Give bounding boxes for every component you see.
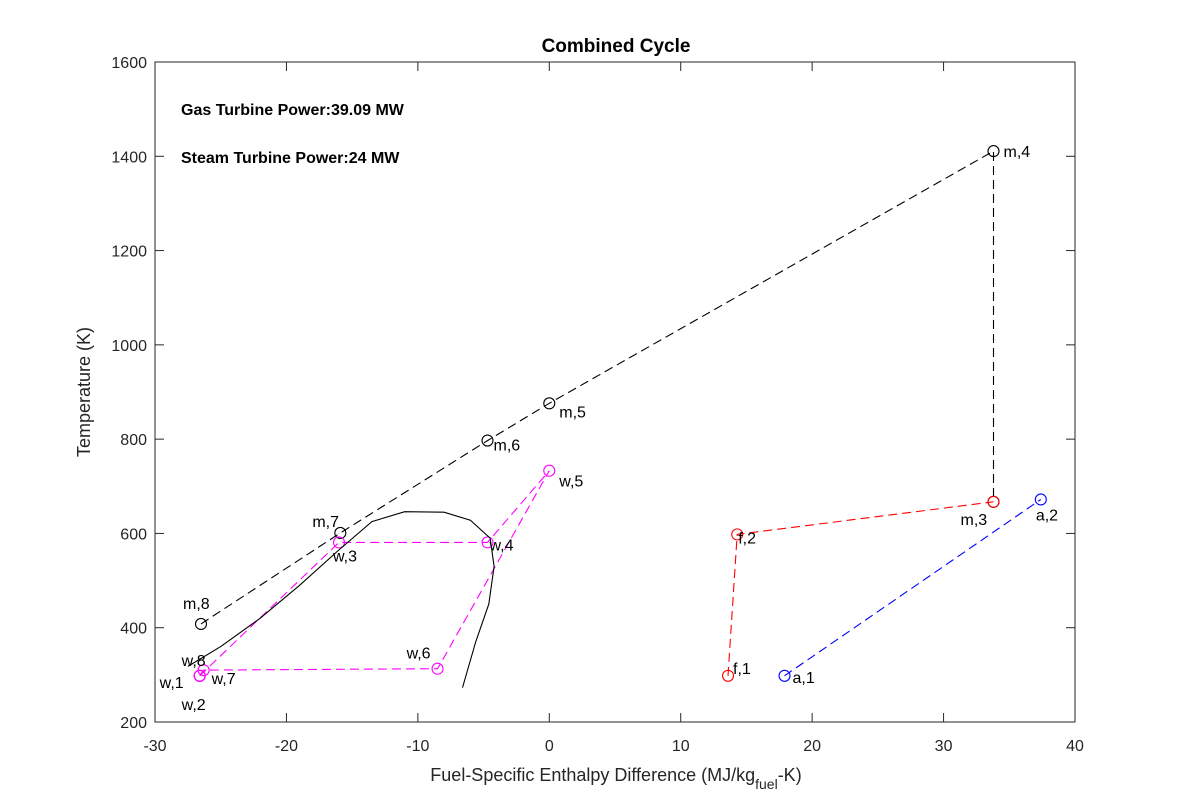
point-label-w8: w,8 — [181, 653, 206, 670]
point-label-m3: m,3 — [961, 512, 988, 529]
marker-w5 — [543, 464, 556, 477]
point-label-m4: m,4 — [1004, 144, 1031, 161]
x-axis-title-subscript: fuel — [755, 776, 778, 792]
y-tick-label-5: 1200 — [111, 244, 147, 261]
saturation-dome-curve — [187, 511, 495, 688]
x-tick-label-5: 20 — [803, 738, 821, 755]
point-label-m5: m,5 — [559, 404, 586, 421]
point-label-w6: w,6 — [406, 646, 431, 663]
x-axis-title-main: Fuel-Specific Enthalpy Difference (MJ/kg — [430, 765, 755, 785]
marker-f2 — [731, 528, 744, 541]
marker-w6 — [431, 662, 444, 675]
y-tick-label-3: 800 — [120, 432, 147, 449]
marker-m6 — [481, 434, 494, 447]
y-tick-label-4: 1000 — [111, 338, 147, 355]
marker-m4 — [987, 145, 1000, 158]
x-tick-label-6: 30 — [935, 738, 953, 755]
marker-f1 — [721, 669, 735, 682]
y-axis-title: Temperature (K) — [74, 327, 94, 457]
axis-ticks: -30 -20 -10 0 10 20 30 40 200 400 600 800 1000 1200 14… — [111, 55, 1084, 755]
plot-area — [154, 61, 1076, 723]
marker-w4 — [481, 536, 494, 549]
point-labels: m,8 m,7 m,6 m,5 m,4 m,3 w,1 w,2 w,3 w,4 w,5 w,6 w,7 w… — [159, 144, 1058, 714]
x-tick-label-4: 10 — [672, 738, 690, 755]
gas-turbine-power-annotation: Gas Turbine Power:39.09 MW — [181, 102, 405, 119]
point-label-w1: w,1 — [159, 675, 184, 692]
series-line-0 — [200, 150, 995, 625]
series-layer — [187, 145, 1047, 688]
marker-a1 — [778, 669, 791, 682]
x-tick-label-0: -30 — [143, 738, 166, 755]
point-label-m6: m,6 — [494, 438, 521, 455]
x-axis-title: Fuel-Specific Enthalpy Difference (MJ/kg… — [430, 765, 801, 792]
marker-w3 — [332, 536, 346, 549]
steam-turbine-power-annotation: Steam Turbine Power:24 MW — [181, 150, 400, 167]
x-tick-label-1: -20 — [275, 738, 298, 755]
chart-title: Combined Cycle — [542, 36, 691, 57]
point-label-a1: a,1 — [793, 670, 815, 687]
point-label-a2: a,2 — [1036, 507, 1058, 524]
marker-m5 — [543, 397, 556, 410]
x-tick-label-3: 0 — [545, 738, 554, 755]
x-tick-label-2: -10 — [406, 738, 429, 755]
point-label-w5: w,5 — [558, 474, 583, 491]
point-label-w7: w,7 — [211, 671, 236, 688]
marker-m8 — [194, 617, 208, 630]
y-tick-label-2: 600 — [120, 526, 147, 543]
point-label-w3: w,3 — [332, 548, 357, 565]
x-axis-title-suffix: -K) — [778, 765, 802, 785]
point-label-m7: m,7 — [312, 514, 339, 531]
point-label-w4: w,4 — [489, 537, 514, 554]
marker-w8 — [193, 669, 206, 682]
series-line-2 — [727, 501, 994, 676]
y-tick-label-6: 1400 — [111, 149, 147, 166]
point-label-m8: m,8 — [183, 596, 210, 613]
point-label-f1: f,1 — [733, 661, 751, 678]
series-line-3 — [784, 499, 1042, 677]
series-line-1 — [199, 470, 550, 677]
point-label-w2: w,2 — [181, 697, 206, 714]
marker-a2 — [1034, 493, 1047, 506]
y-tick-label-7: 1600 — [111, 55, 147, 72]
marker-m7 — [334, 526, 347, 540]
marker-2-2 — [987, 495, 1000, 508]
y-tick-label-1: 400 — [120, 621, 147, 638]
y-tick-label-0: 200 — [120, 715, 147, 732]
point-label-f2: f,2 — [738, 530, 756, 547]
x-tick-label-7: 40 — [1066, 738, 1084, 755]
